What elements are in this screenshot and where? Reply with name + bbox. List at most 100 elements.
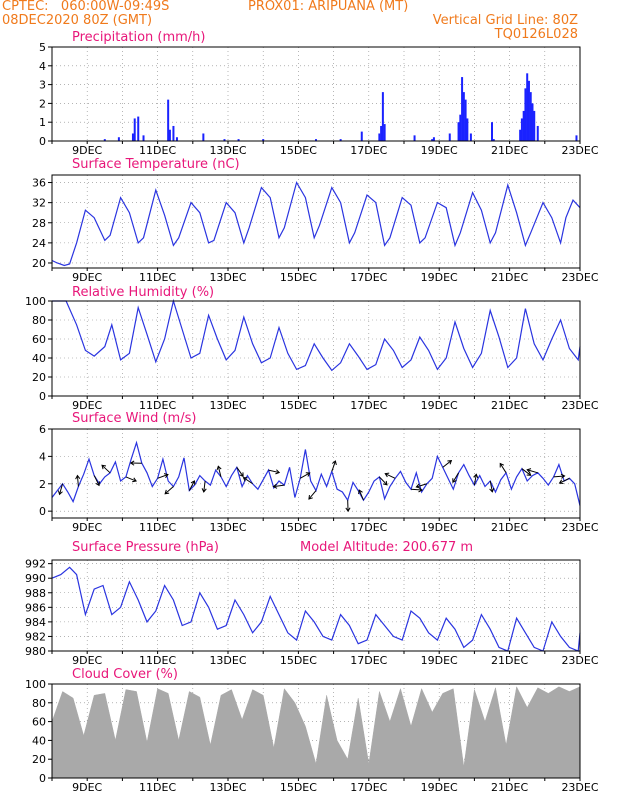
wind-arrow	[268, 469, 280, 474]
precip-bar	[175, 137, 178, 141]
precip-bar	[167, 99, 170, 141]
y-tick-label: 4	[39, 60, 46, 73]
panel-title: Relative Humidity (%)	[72, 285, 214, 300]
y-tick-label: 20	[32, 753, 46, 766]
x-tick-label: 17DEC	[350, 654, 387, 667]
plot-frame	[51, 428, 581, 519]
x-tick-label: 11DEC	[139, 781, 176, 794]
y-tick-label: 24	[32, 237, 46, 250]
y-tick-label: 990	[25, 572, 46, 585]
precip-bar	[533, 110, 536, 141]
x-tick-label: 21DEC	[491, 399, 528, 412]
wind-arrowhead	[75, 474, 81, 480]
wind-arrowhead	[382, 480, 388, 486]
precip-bar	[202, 133, 205, 141]
wind-arrowhead	[129, 460, 135, 466]
wind-arrow	[527, 469, 538, 474]
x-tick-label: 21DEC	[491, 781, 528, 794]
panel-title: Precipitation (mm/h)	[72, 30, 205, 45]
precip-bar	[527, 80, 530, 141]
wind-arrow	[379, 476, 388, 486]
x-tick-label: 9DEC	[72, 144, 102, 157]
y-tick-label: 100	[25, 678, 46, 691]
x-tick-label: 23DEC	[561, 144, 598, 157]
y-tick-label: 80	[32, 314, 46, 327]
precip-bar	[457, 122, 460, 141]
y-tick-label: 40	[32, 352, 46, 365]
wind-arrow	[203, 480, 206, 493]
vertical-grid-note: Vertical Grid Line: 80Z	[432, 13, 578, 28]
wind-arrowhead	[308, 495, 313, 500]
wind-arrowhead	[452, 478, 457, 484]
precip-bar	[575, 135, 578, 141]
y-tick-label: 28	[32, 217, 46, 230]
x-tick-label: 23DEC	[561, 781, 598, 794]
x-tick-label: 13DEC	[209, 654, 246, 667]
wind-arrow	[473, 474, 477, 486]
y-tick-label: 60	[32, 333, 46, 346]
x-tick-label: 15DEC	[280, 781, 317, 794]
precip-bar	[531, 103, 534, 141]
wind-arrow	[188, 480, 195, 491]
wind-arrowhead	[331, 460, 337, 466]
precip-bar	[522, 110, 525, 141]
precip-bar	[464, 99, 467, 141]
run-date: 08DEC2020 80Z (GMT)	[2, 13, 153, 28]
precip-bar	[524, 88, 527, 141]
y-tick-label: 0	[39, 772, 46, 785]
chart-header: CPTEC: 060:00W-09:49S PROX01: ARIPUANA (…	[0, 0, 618, 46]
precip-bar	[117, 137, 120, 141]
x-tick-label: 9DEC	[72, 521, 102, 534]
precip-bar	[142, 135, 145, 141]
series-line	[52, 298, 581, 372]
wind-arrowhead	[560, 473, 566, 479]
wind-arrow	[76, 475, 79, 487]
precip-bar	[431, 139, 434, 141]
wind-arrowhead	[384, 472, 390, 478]
panel-title: Cloud Cover (%)	[72, 667, 178, 682]
precip-bar	[469, 133, 472, 141]
wind-arrowhead	[242, 477, 248, 482]
x-tick-label: 23DEC	[561, 521, 598, 534]
precip-bar	[237, 139, 240, 141]
wind-arrow	[452, 472, 459, 483]
precip-bar	[168, 129, 171, 141]
y-tick-label: 986	[25, 601, 46, 614]
y-tick-label: 980	[25, 645, 46, 658]
precip-bar	[536, 125, 539, 141]
precip-bar	[462, 92, 465, 141]
wind-arrowhead	[201, 488, 207, 493]
x-tick-label: 9DEC	[72, 654, 102, 667]
x-tick-label: 21DEC	[491, 271, 528, 284]
wind-arrow	[157, 474, 169, 479]
wind-arrowhead	[101, 464, 107, 470]
x-tick-label: 15DEC	[280, 271, 317, 284]
y-tick-label: 2	[39, 97, 46, 110]
wind-arrowhead	[163, 473, 169, 479]
plot-frame	[51, 174, 581, 269]
y-tick-label: 36	[32, 177, 46, 190]
x-tick-label: 15DEC	[280, 521, 317, 534]
y-tick-label: 0	[39, 390, 46, 403]
wind-arrowhead	[164, 489, 170, 495]
precip-bar	[519, 129, 522, 141]
wind-arrow	[331, 460, 336, 472]
wind-arrowhead	[239, 472, 244, 478]
precip-bar	[339, 139, 342, 141]
wind-arrow	[489, 480, 493, 492]
y-tick-label: 982	[25, 630, 46, 643]
y-tick-label: 2	[39, 478, 46, 491]
wind-arrow	[553, 475, 565, 478]
y-tick-label: 60	[32, 716, 46, 729]
wind-arrowhead	[473, 473, 479, 479]
precip-bar	[360, 131, 363, 141]
y-tick-label: 0	[39, 505, 46, 518]
x-tick-label: 13DEC	[209, 399, 246, 412]
x-tick-label: 11DEC	[139, 399, 176, 412]
x-tick-label: 19DEC	[421, 654, 458, 667]
x-tick-label: 15DEC	[280, 399, 317, 412]
wind-arrow	[125, 476, 137, 482]
series-line	[51, 566, 581, 652]
x-tick-label: 11DEC	[139, 271, 176, 284]
